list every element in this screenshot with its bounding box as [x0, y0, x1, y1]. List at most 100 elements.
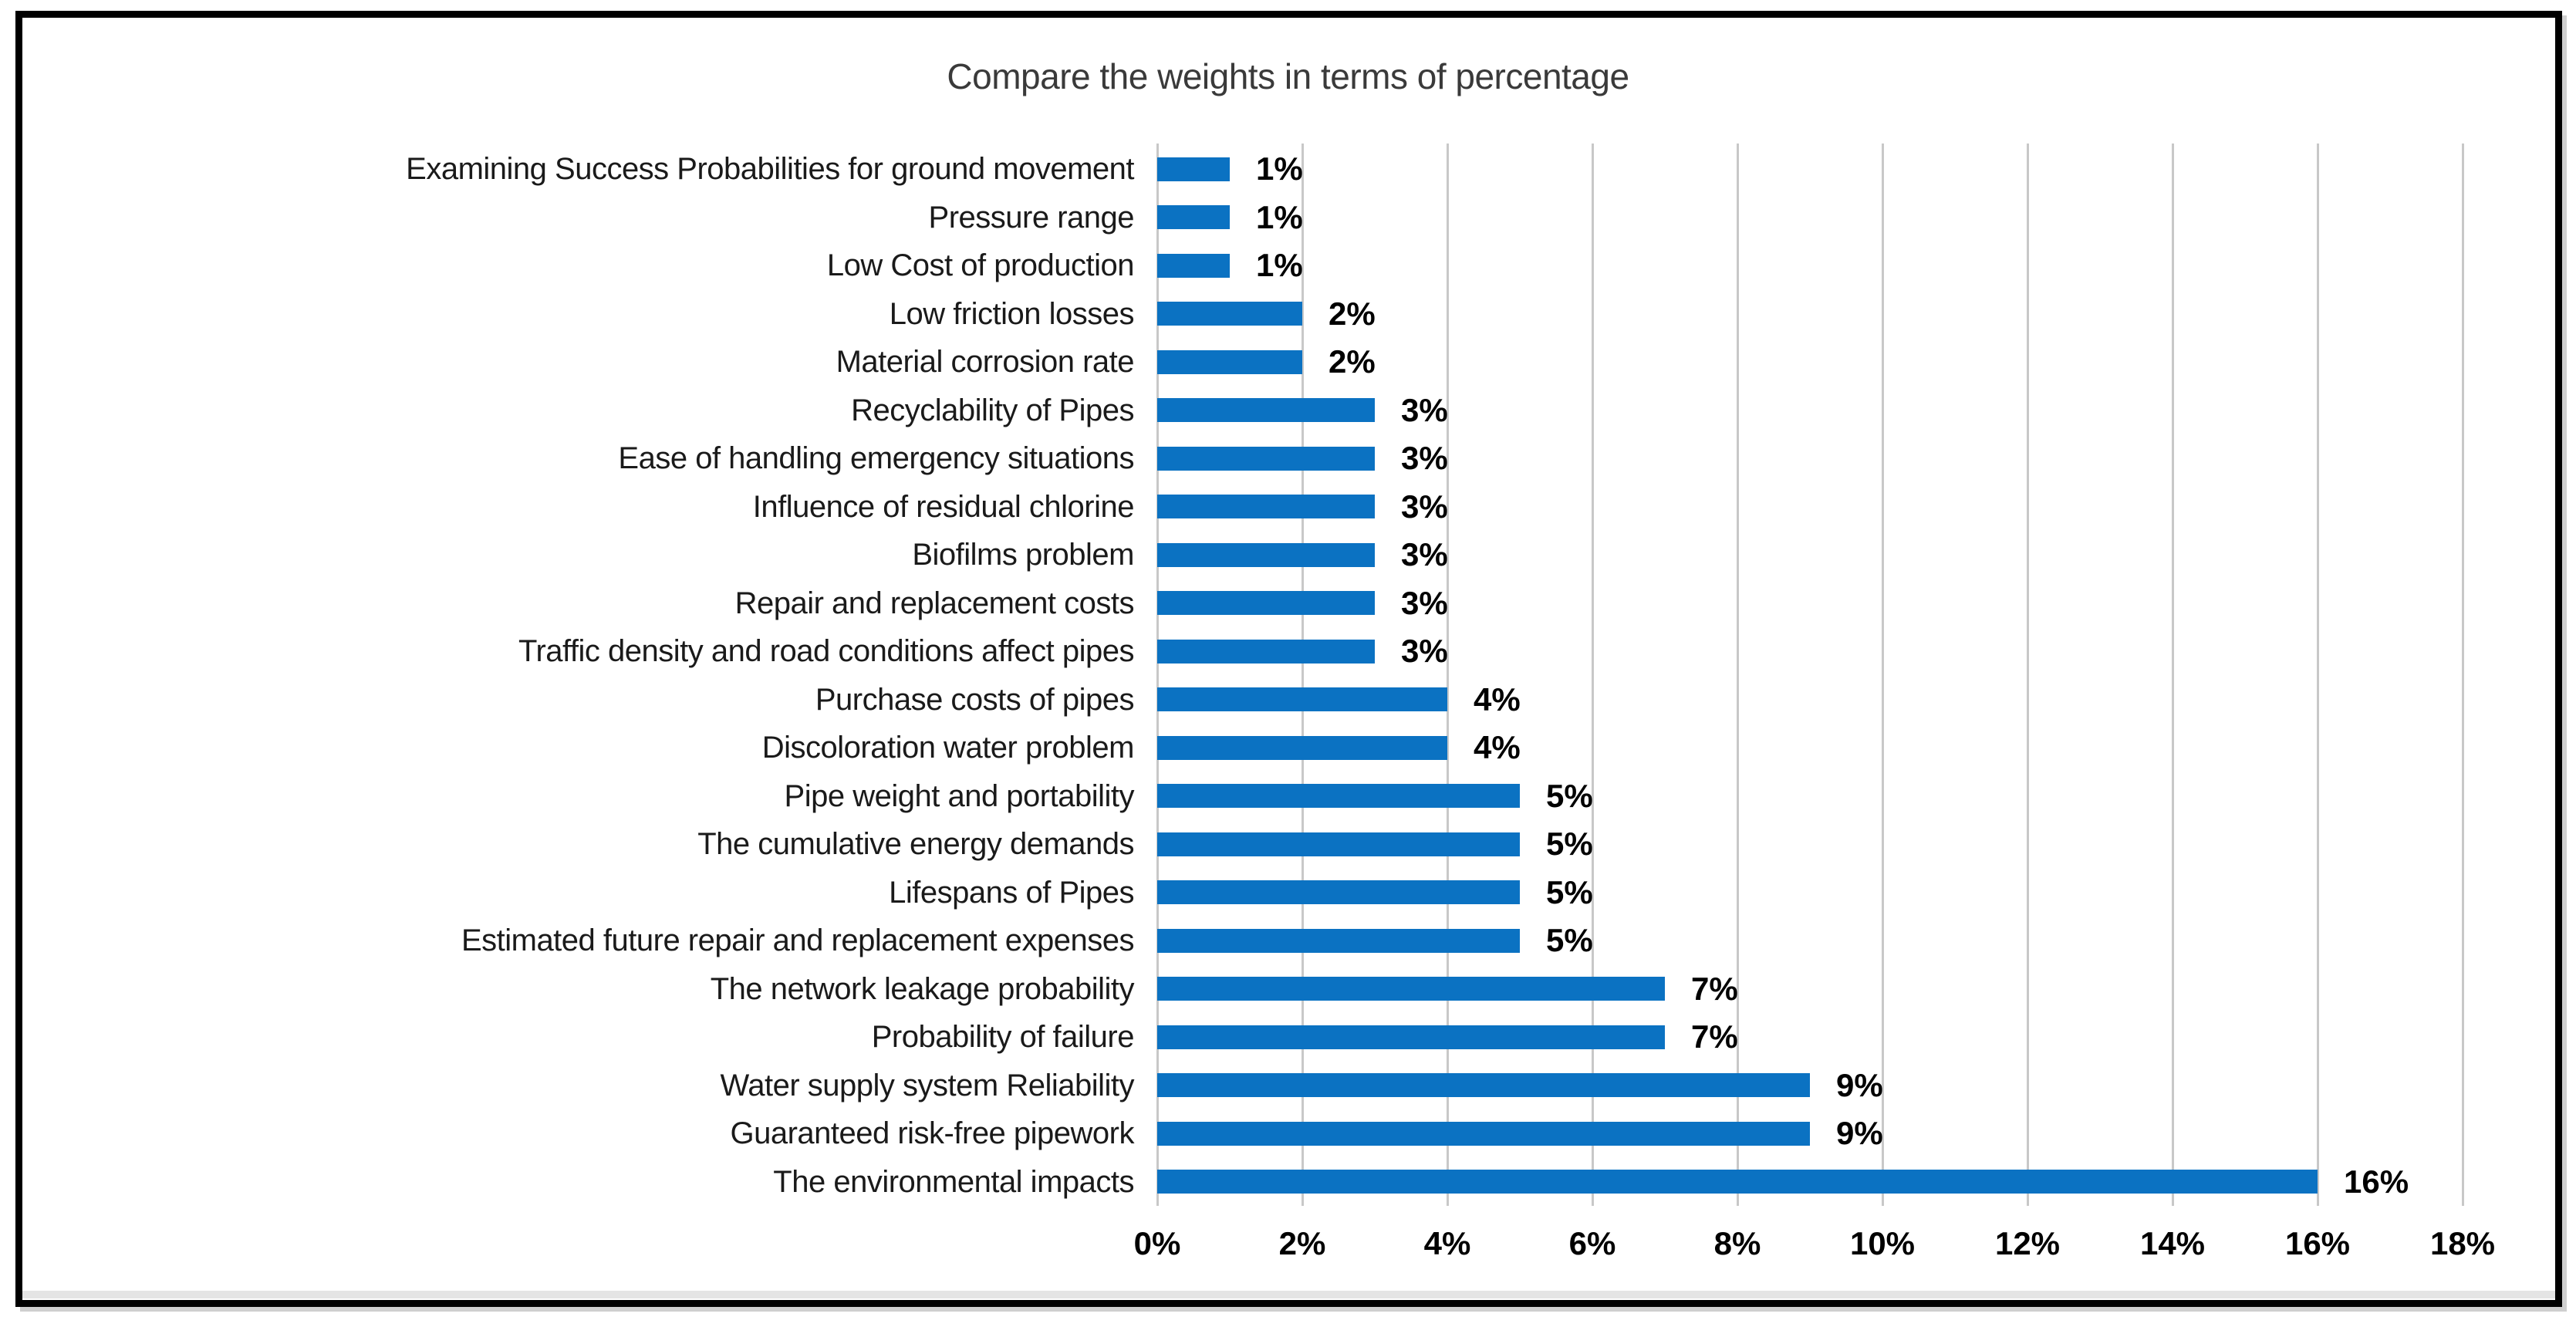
bar-track: 5%	[1157, 917, 1593, 965]
value-label: 4%	[1474, 680, 1521, 718]
bar-row: Traffic density and road conditions affe…	[0, 627, 2576, 676]
bar-row: Pressure range 1%	[0, 194, 2576, 242]
bar	[1157, 735, 1447, 760]
gridline	[1592, 144, 1594, 1206]
bar-row: The environmental impacts 16%	[0, 1158, 2576, 1207]
value-label: 2%	[1329, 343, 1376, 380]
bar-track: 1%	[1157, 241, 1303, 290]
category-label: Traffic density and road conditions affe…	[518, 634, 1134, 668]
bar	[1157, 495, 1375, 519]
bar-track: 1%	[1157, 194, 1303, 242]
bar-row: Lifespans of Pipes 5%	[0, 869, 2576, 917]
x-tick-label: 16%	[2284, 1225, 2351, 1261]
category-label: Material corrosion rate	[836, 345, 1135, 379]
x-tick-label: 14%	[2139, 1225, 2206, 1261]
category-label: Recyclability of Pipes	[851, 393, 1134, 427]
gridline	[1302, 144, 1304, 1206]
category-label: Lifespans of Pipes	[889, 875, 1134, 910]
category-label: Biofilms problem	[912, 538, 1134, 572]
bar	[1157, 832, 1520, 856]
bar-track: 4%	[1157, 676, 1521, 724]
bar-track: 3%	[1157, 579, 1448, 628]
bar	[1157, 157, 1230, 181]
gridline	[1156, 144, 1159, 1206]
bar	[1157, 398, 1375, 423]
bar-track: 9%	[1157, 1109, 1883, 1158]
value-label: 9%	[1836, 1066, 1883, 1103]
bar	[1157, 446, 1375, 471]
bar	[1157, 928, 1520, 953]
value-label: 5%	[1546, 922, 1593, 959]
category-label: Water supply system Reliability	[720, 1068, 1134, 1102]
bar-row: Low friction losses 2%	[0, 290, 2576, 339]
bar-row: Biofilms problem 3%	[0, 531, 2576, 579]
bar-row: Influence of residual chlorine 3%	[0, 483, 2576, 532]
category-label: Pipe weight and portability	[784, 778, 1135, 813]
value-label: 3%	[1401, 391, 1448, 428]
bar-row: Material corrosion rate 2%	[0, 338, 2576, 387]
bar-row: Water supply system Reliability 9%	[0, 1062, 2576, 1110]
bar	[1157, 1121, 1810, 1146]
bar-row: Purchase costs of pipes 4%	[0, 676, 2576, 724]
x-tick-label: 0%	[1133, 1225, 1181, 1261]
gridline	[2027, 144, 2029, 1206]
bar	[1157, 784, 1520, 809]
category-label: Examining Success Probabilities for grou…	[406, 152, 1134, 186]
gridline	[2317, 144, 2319, 1206]
category-label: The network leakage probability	[710, 971, 1135, 1006]
bar	[1157, 349, 1302, 374]
frame-inner-shadow	[22, 1291, 2555, 1298]
value-label: 5%	[1546, 826, 1593, 863]
category-label: Influence of residual chlorine	[752, 489, 1135, 524]
bar	[1157, 1170, 2318, 1194]
bar-row: The network leakage probability 7%	[0, 965, 2576, 1014]
bar-row: The cumulative energy demands 5%	[0, 820, 2576, 869]
bar-row: Guaranteed risk-free pipework 9%	[0, 1109, 2576, 1158]
category-label: Low Cost of production	[826, 248, 1135, 282]
category-label: Low friction losses	[889, 296, 1135, 331]
category-label: Pressure range	[928, 200, 1135, 235]
value-label: 4%	[1474, 729, 1521, 766]
bar	[1157, 977, 1665, 1001]
bar	[1157, 1025, 1665, 1049]
bar-track: 3%	[1157, 483, 1448, 532]
value-label: 3%	[1401, 584, 1448, 621]
x-tick-label: 12%	[1994, 1225, 2061, 1261]
bar-rows: Examining Success Probabilities for grou…	[0, 145, 2576, 1206]
bar-track: 1%	[1157, 145, 1303, 194]
value-label: 1%	[1256, 150, 1303, 187]
x-tick-label: 4%	[1423, 1225, 1471, 1261]
bar	[1157, 253, 1230, 278]
gridline	[1882, 144, 1884, 1206]
bar-row: Low Cost of production 1%	[0, 241, 2576, 290]
x-tick-label: 6%	[1568, 1225, 1616, 1261]
value-label: 1%	[1256, 198, 1303, 235]
bar-row: Estimated future repair and replacement …	[0, 917, 2576, 965]
bar-track: 5%	[1157, 869, 1593, 917]
chart-title: Compare the weights in terms of percenta…	[947, 56, 1629, 96]
bar-track: 3%	[1157, 627, 1448, 676]
value-label: 16%	[2344, 1163, 2409, 1200]
x-tick-label: 8%	[1713, 1225, 1761, 1261]
x-tick-label: 10%	[1849, 1225, 1916, 1261]
bar-row: Repair and replacement costs 3%	[0, 579, 2576, 628]
bar-track: 9%	[1157, 1062, 1883, 1110]
bar-track: 5%	[1157, 820, 1593, 869]
value-label: 5%	[1546, 777, 1593, 814]
category-label: Purchase costs of pipes	[815, 682, 1135, 717]
bar-track: 3%	[1157, 434, 1448, 483]
bar-track: 4%	[1157, 724, 1521, 772]
bar-row: Discoloration water problem 4%	[0, 724, 2576, 772]
bar-row: Examining Success Probabilities for grou…	[0, 145, 2576, 194]
gridline	[1737, 144, 1739, 1206]
value-label: 3%	[1401, 536, 1448, 573]
bar	[1157, 1073, 1810, 1098]
value-label: 7%	[1691, 970, 1738, 1007]
value-label: 3%	[1401, 633, 1448, 670]
bar-row: Pipe weight and portability 5%	[0, 772, 2576, 821]
category-label: Guaranteed risk-free pipework	[730, 1116, 1134, 1150]
category-label: The cumulative energy demands	[697, 827, 1134, 861]
bar-track: 7%	[1157, 1013, 1738, 1062]
value-label: 9%	[1836, 1115, 1883, 1152]
